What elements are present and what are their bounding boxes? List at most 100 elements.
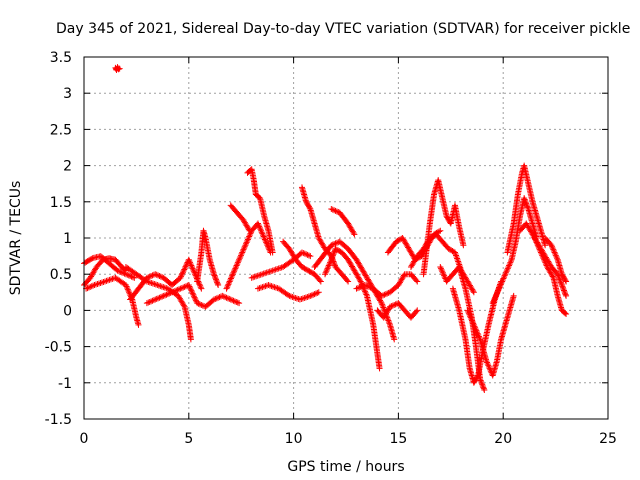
data-point [159, 293, 166, 300]
data-point [188, 287, 195, 294]
data-point [256, 285, 263, 292]
data-point [344, 277, 351, 284]
data-point [269, 249, 276, 256]
data-point [229, 297, 236, 304]
data-point [213, 276, 220, 283]
data-point [378, 300, 385, 307]
data-point [87, 283, 94, 290]
data-point [167, 289, 174, 296]
data-point [384, 316, 391, 323]
data-point [289, 293, 296, 300]
data-point [549, 245, 556, 252]
data-point [230, 269, 237, 276]
data-point [149, 280, 156, 287]
data-point [306, 204, 313, 211]
data-point [491, 295, 498, 302]
data-point [542, 261, 549, 268]
data-point [157, 294, 164, 301]
data-point [187, 259, 194, 266]
data-point [541, 258, 548, 265]
data-point [305, 293, 312, 300]
data-point [188, 263, 195, 270]
data-point [191, 294, 198, 301]
data-point [149, 297, 156, 304]
y-tick-label: -1.5 [45, 412, 72, 428]
data-point [275, 265, 282, 272]
data-point [504, 265, 511, 272]
data-point [469, 318, 476, 325]
data-point [381, 291, 388, 298]
data-point [535, 243, 542, 250]
data-point [560, 286, 567, 293]
data-point [158, 283, 165, 290]
y-tick-label: 1 [63, 231, 72, 247]
data-point [361, 287, 368, 294]
data-point [92, 281, 99, 288]
data-point [272, 266, 279, 273]
data-point [328, 255, 335, 262]
data-point [240, 246, 247, 253]
data-point [244, 236, 251, 243]
data-points [81, 64, 570, 394]
data-point [229, 271, 236, 278]
data-point [557, 277, 564, 284]
data-point [187, 286, 194, 293]
data-point [563, 278, 570, 285]
data-point [437, 263, 444, 270]
data-point [302, 294, 309, 301]
data-point [210, 296, 217, 303]
data-point [236, 255, 243, 262]
data-point [362, 288, 369, 295]
data-point [189, 265, 196, 272]
data-point [467, 314, 474, 321]
data-point [474, 373, 481, 380]
data-point [331, 241, 338, 248]
y-tick-label: 2.5 [50, 122, 72, 138]
data-point [278, 264, 285, 271]
data-point [178, 272, 185, 279]
data-point [236, 300, 243, 307]
data-point [268, 268, 275, 275]
series-arc-12 [254, 282, 322, 303]
data-point [510, 292, 517, 299]
data-point [474, 329, 480, 336]
data-point [127, 273, 134, 280]
data-point [472, 324, 479, 331]
data-point [100, 278, 107, 285]
data-point [257, 271, 264, 278]
series-arc-05 [127, 256, 205, 303]
data-point [90, 282, 97, 289]
data-point [272, 284, 279, 291]
data-point [362, 290, 369, 297]
data-point [182, 263, 189, 270]
data-point [224, 282, 231, 289]
data-point [146, 273, 153, 280]
data-point [131, 274, 138, 281]
x-tick-label: 5 [184, 431, 193, 447]
data-point [128, 273, 135, 280]
data-point [143, 300, 150, 307]
data-point [101, 278, 108, 285]
data-point [326, 261, 333, 268]
data-point [505, 263, 512, 270]
data-point [465, 308, 472, 315]
data-point [542, 242, 549, 249]
data-point [322, 271, 329, 278]
data-point [214, 279, 221, 286]
data-point [476, 334, 483, 341]
data-point [483, 358, 490, 365]
data-point [152, 281, 159, 288]
data-point [377, 298, 384, 305]
data-point [259, 230, 266, 237]
data-point [185, 256, 192, 263]
data-point [161, 284, 168, 291]
data-point [248, 274, 255, 281]
data-point [548, 242, 555, 249]
data-point [224, 284, 231, 291]
data-point [265, 282, 272, 289]
data-point [536, 246, 543, 253]
chart-title: Day 345 of 2021, Sidereal Day-to-day VTE… [56, 21, 630, 37]
data-point [350, 230, 357, 237]
data-point [497, 281, 504, 288]
data-point [180, 302, 187, 309]
